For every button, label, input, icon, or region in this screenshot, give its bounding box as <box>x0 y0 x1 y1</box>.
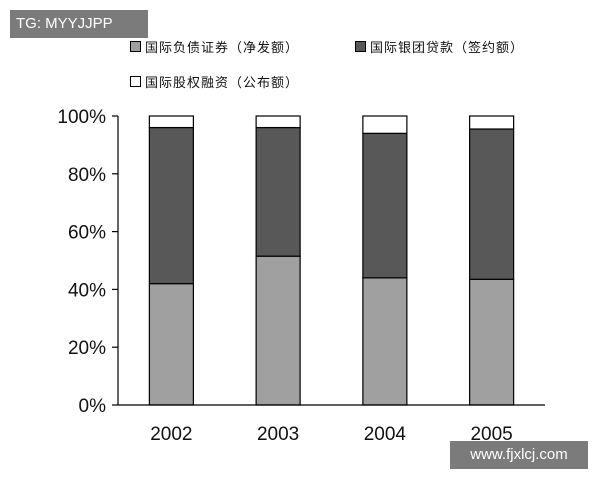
legend-label-syndicated-loans: 国际银团贷款（签约额） <box>370 40 525 56</box>
bar-segment-2003-series-2 <box>255 115 301 129</box>
legend-label-debt-securities: 国际负债证券（净发额） <box>145 40 300 56</box>
bar-segment-2003-series-1 <box>255 126 301 257</box>
x-tick-label: 2004 <box>364 424 407 445</box>
bar-segment-2004-series-0 <box>362 277 408 406</box>
bar-segment-2003-series-0 <box>255 255 301 406</box>
y-tick-label: 0% <box>79 396 107 417</box>
bar-segment-2004-series-2 <box>362 115 408 134</box>
y-tick-label: 40% <box>68 280 106 301</box>
bar-segment-2004-series-1 <box>362 132 408 279</box>
y-tick-label: 20% <box>68 338 106 359</box>
legend-item-debt-securities: 国际负债证券（净发额） <box>130 38 300 56</box>
x-tick-label: 2002 <box>150 424 192 445</box>
bar-segment-2005-series-0 <box>469 278 515 406</box>
y-tick-label: 80% <box>68 165 106 186</box>
legend-item-equity-financing: 国际股权融资（公布额） <box>130 73 300 91</box>
bar-segment-2005-series-1 <box>469 128 515 280</box>
watermark-bottom-right: www.fjxlcj.com <box>450 441 588 469</box>
legend-swatch-syndicated-loans <box>355 40 366 52</box>
bar-segment-2002-series-2 <box>148 115 194 129</box>
bar-segment-2002-series-1 <box>148 126 194 285</box>
legend-item-syndicated-loans: 国际银团贷款（签约额） <box>355 38 525 56</box>
bar-segment-2002-series-0 <box>148 283 194 406</box>
y-tick-label: 60% <box>68 223 106 244</box>
x-tick-label: 2005 <box>470 424 512 445</box>
y-tick-label: 100% <box>57 107 106 128</box>
legend-swatch-debt-securities <box>130 40 141 52</box>
x-tick-label: 2003 <box>257 424 299 445</box>
legend-label-equity-financing: 国际股权融资（公布额） <box>145 75 300 91</box>
watermark-top-left: TG: MYYJJPP <box>10 10 148 38</box>
bar-segment-2005-series-2 <box>469 115 515 130</box>
legend-swatch-equity-financing <box>130 75 141 87</box>
